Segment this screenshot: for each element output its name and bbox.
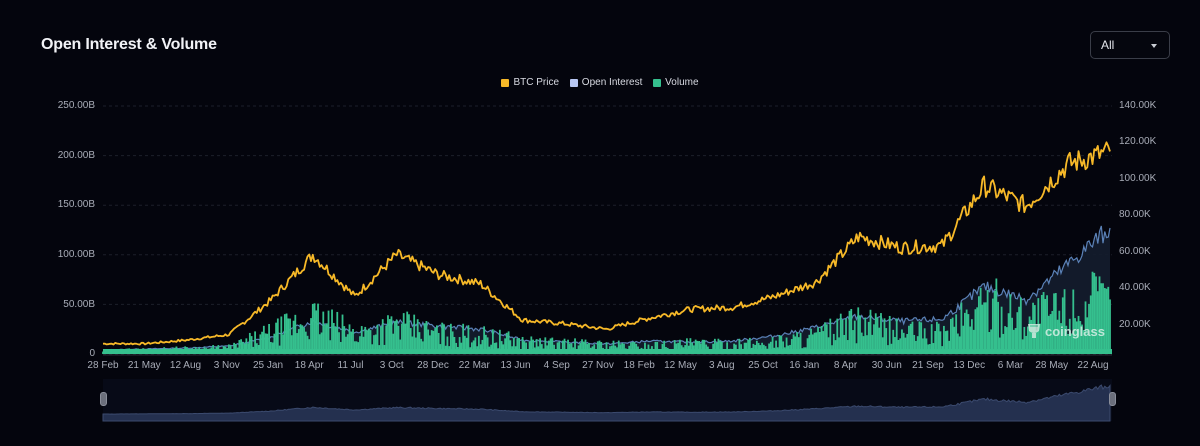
x-axis-tick: 12 May bbox=[664, 360, 697, 371]
navigator-right-handle[interactable] bbox=[1109, 392, 1116, 406]
page-title: Open Interest & Volume bbox=[41, 36, 217, 53]
range-navigator bbox=[102, 379, 1112, 422]
right-axis-tick: 80.00K bbox=[1119, 209, 1151, 220]
right-axis-tick: 60.00K bbox=[1119, 246, 1151, 257]
legend-swatch-icon bbox=[501, 78, 510, 87]
right-axis-tick: 140.00K bbox=[1119, 100, 1157, 111]
x-axis-tick: 25 Oct bbox=[748, 360, 778, 371]
x-axis-tick: 30 Jun bbox=[871, 360, 902, 371]
x-axis-tick: 18 Feb bbox=[623, 360, 655, 371]
coinglass-watermark: coinglass bbox=[1028, 324, 1105, 339]
x-axis-tick: 11 Jul bbox=[337, 360, 364, 371]
right-axis-tick: 40.00K bbox=[1119, 282, 1151, 293]
x-axis-tick: 28 Feb bbox=[87, 360, 119, 371]
x-axis-tick: 18 Apr bbox=[294, 360, 324, 371]
left-axis-tick: 200.00B bbox=[57, 150, 95, 161]
x-axis-tick: 25 Jan bbox=[252, 360, 284, 371]
legend-item-btc-price[interactable]: BTC Price bbox=[501, 77, 559, 88]
x-axis-tick: 27 Nov bbox=[582, 360, 614, 371]
x-axis-tick: 12 Aug bbox=[169, 360, 202, 371]
x-axis-tick: 21 Sep bbox=[912, 360, 944, 371]
navigator-left-handle[interactable] bbox=[100, 392, 107, 406]
legend-swatch-icon bbox=[569, 78, 578, 87]
chart-legend: BTC Price Open Interest Volume bbox=[0, 77, 1200, 90]
left-axis-tick: 100.00B bbox=[57, 249, 95, 260]
x-axis-tick: 6 Mar bbox=[997, 360, 1024, 371]
left-axis-tick: 150.00B bbox=[57, 199, 95, 210]
svg-text:coinglass: coinglass bbox=[1045, 324, 1105, 339]
x-axis-tick: 21 May bbox=[127, 360, 161, 371]
x-axis-tick: 4 Sep bbox=[543, 360, 570, 371]
left-axis-tick: 0 bbox=[89, 348, 95, 359]
x-axis-tick: 3 Nov bbox=[213, 360, 240, 371]
x-axis-tick: 3 Aug bbox=[708, 360, 735, 371]
x-axis-tick: 28 May bbox=[1035, 360, 1069, 371]
open-interest-series bbox=[103, 225, 1111, 354]
time-range-select[interactable]: All bbox=[1090, 31, 1170, 59]
x-axis-tick: 13 Dec bbox=[953, 360, 986, 371]
legend-item-open-interest[interactable]: Open Interest bbox=[569, 77, 642, 88]
left-axis-tick: 50.00B bbox=[63, 299, 95, 310]
x-axis-tick: 28 Dec bbox=[417, 360, 449, 371]
legend-swatch-icon bbox=[653, 78, 662, 87]
time-range-value: All bbox=[1101, 38, 1115, 52]
x-axis-tick: 3 Oct bbox=[379, 360, 404, 371]
left-axis-tick: 250.00B bbox=[57, 100, 95, 111]
x-axis-tick: 16 Jan bbox=[789, 360, 820, 371]
right-axis-tick: 120.00K bbox=[1119, 136, 1157, 147]
right-axis-tick: 20.00K bbox=[1119, 319, 1151, 330]
coinglass-logo-icon bbox=[1028, 324, 1040, 338]
x-axis-tick: 8 Apr bbox=[833, 360, 858, 371]
x-axis-tick: 22 Aug bbox=[1077, 360, 1109, 371]
x-axis-tick: 13 Jun bbox=[500, 360, 531, 371]
right-axis-tick: 100.00K bbox=[1119, 173, 1157, 184]
legend-item-volume[interactable]: Volume bbox=[653, 77, 699, 88]
btc-price-series bbox=[102, 141, 1111, 346]
volume-series bbox=[102, 271, 1112, 354]
x-axis-tick: 22 Mar bbox=[458, 360, 490, 371]
chevron-down-icon bbox=[1151, 44, 1157, 48]
